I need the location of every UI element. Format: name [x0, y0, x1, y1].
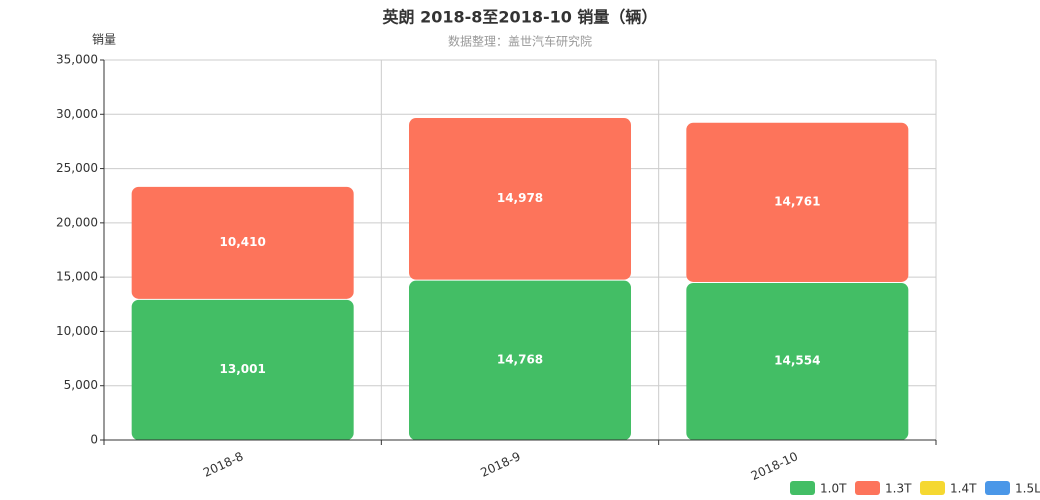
- y-tick-label: 20,000: [56, 215, 98, 229]
- y-tick-label: 5,000: [64, 378, 98, 392]
- legend-swatch: [855, 481, 880, 495]
- bar-segment: [131, 186, 354, 299]
- value-label: 14,978: [497, 191, 543, 205]
- value-label: 10,410: [220, 235, 266, 249]
- y-tick-label: 15,000: [56, 270, 98, 284]
- y-tick-label: 10,000: [56, 324, 98, 338]
- value-label: 14,761: [774, 194, 820, 208]
- bar-segment: [686, 282, 909, 440]
- bar-segment: [409, 280, 631, 440]
- y-tick-label: 30,000: [56, 107, 98, 121]
- x-tick-label: 2018-10: [749, 449, 800, 483]
- bar-segment: [409, 118, 631, 280]
- legend-label: 1.5L: [1015, 482, 1040, 496]
- value-label: 14,768: [497, 352, 543, 366]
- bar-segment: [131, 299, 354, 440]
- legend-label: 1.3T: [885, 482, 912, 496]
- x-tick-label: 2018-8: [201, 449, 245, 480]
- chart-title: 英朗 2018-8至2018-10 销量（辆）: [382, 8, 658, 27]
- legend-swatch: [985, 481, 1010, 495]
- y-tick-label: 25,000: [56, 161, 98, 175]
- x-tick-label: 2018-9: [478, 449, 522, 480]
- value-label: 13,001: [220, 362, 266, 376]
- legend-swatch: [790, 481, 815, 495]
- chart-subtitle: 数据整理：盖世汽车研究院: [448, 34, 592, 49]
- value-label: 14,554: [774, 353, 820, 367]
- y-tick-label: 35,000: [56, 53, 98, 67]
- legend-label: 1.4T: [950, 482, 977, 496]
- legend-label: 1.0T: [820, 482, 847, 496]
- legend-swatch: [920, 481, 945, 495]
- bar-segment: [686, 122, 909, 282]
- y-axis-label: 销量: [92, 33, 116, 47]
- y-tick-label: 0: [90, 433, 98, 447]
